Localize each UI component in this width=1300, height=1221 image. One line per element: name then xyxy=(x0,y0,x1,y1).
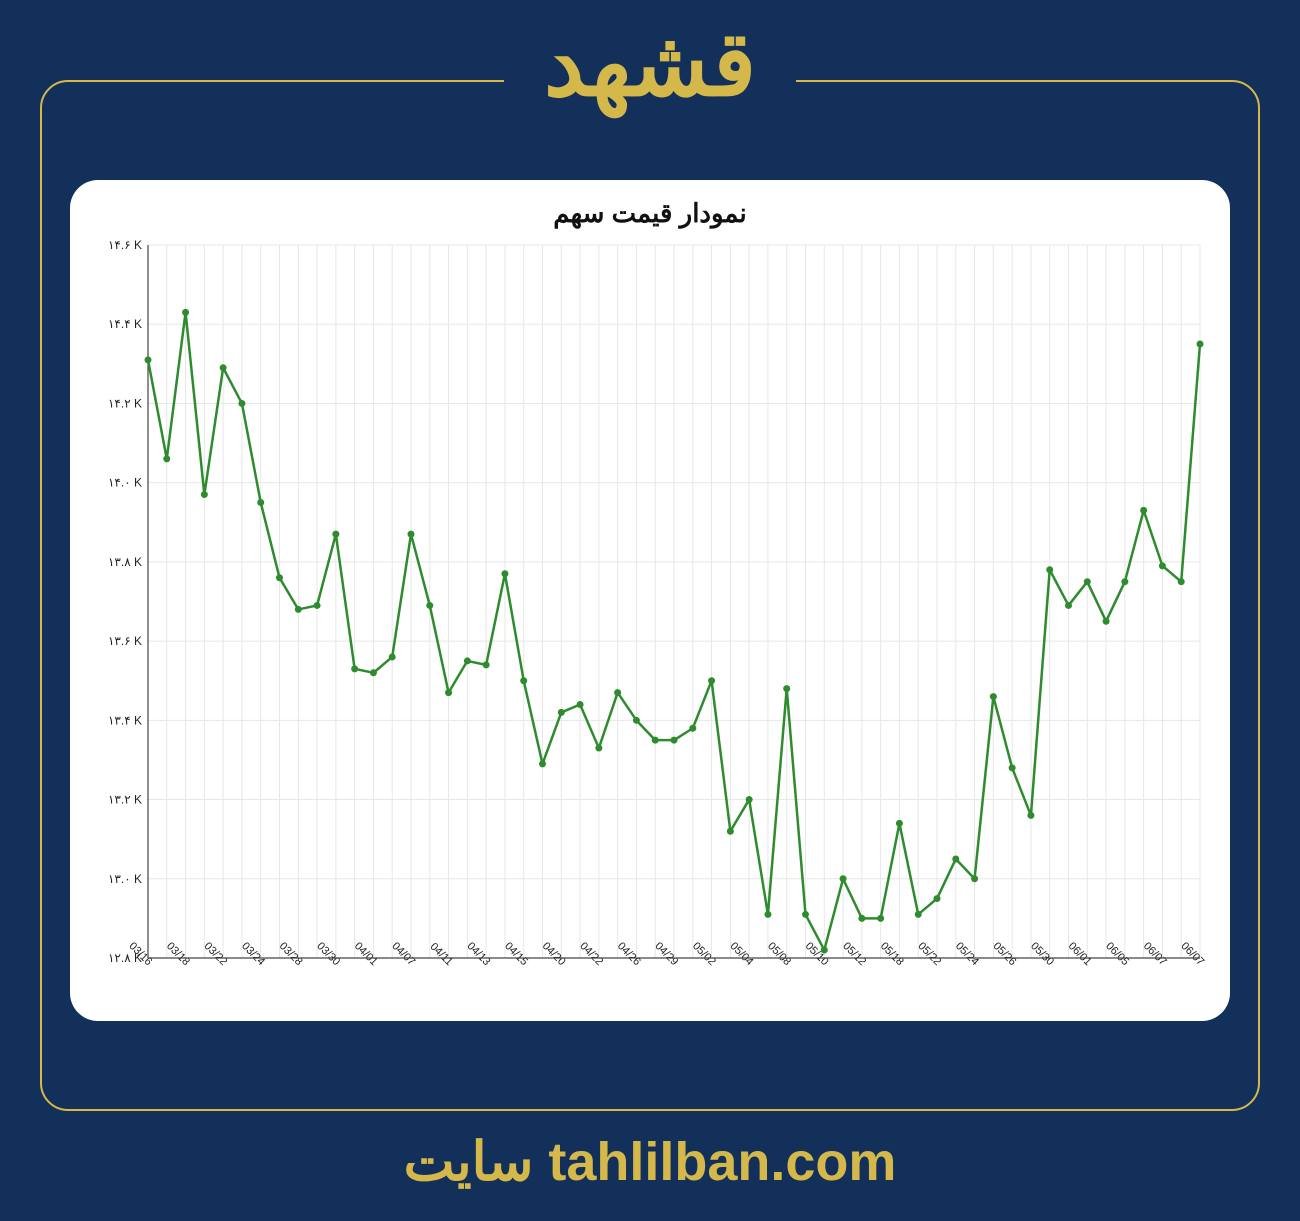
svg-text:۱۴.۲ K: ۱۴.۲ K xyxy=(108,396,142,410)
svg-text:05/02: 05/02 xyxy=(690,940,718,968)
svg-text:04/13: 04/13 xyxy=(465,940,493,968)
chart-title: نمودار قیمت سهم xyxy=(88,198,1212,229)
chart-panel: نمودار قیمت سهم ۱۲.۸ K۱۳.۰ K۱۳.۲ K۱۳.۴ K… xyxy=(70,180,1230,1021)
header: قشهد xyxy=(0,20,1300,110)
svg-text:03/22: 03/22 xyxy=(202,940,230,968)
svg-text:03/18: 03/18 xyxy=(164,940,192,968)
page-title: قشهد xyxy=(504,20,796,110)
svg-text:05/08: 05/08 xyxy=(765,940,793,968)
svg-text:04/20: 04/20 xyxy=(540,940,568,968)
svg-text:05/30: 05/30 xyxy=(1028,940,1056,968)
footer-text: سایت tahlilban.com xyxy=(0,1130,1300,1193)
svg-text:04/11: 04/11 xyxy=(428,941,455,968)
svg-text:۱۳.۴ K: ۱۳.۴ K xyxy=(108,713,142,727)
svg-text:05/04: 05/04 xyxy=(728,940,756,968)
svg-text:05/12: 05/12 xyxy=(840,940,868,968)
svg-text:06/05: 06/05 xyxy=(1103,940,1131,968)
svg-text:03/28: 03/28 xyxy=(277,940,305,968)
svg-text:۱۴.۰ K: ۱۴.۰ K xyxy=(108,476,142,490)
svg-text:06/07: 06/07 xyxy=(1178,940,1206,968)
svg-text:۱۳.۶ K: ۱۳.۶ K xyxy=(108,634,142,648)
svg-text:05/22: 05/22 xyxy=(915,940,943,968)
svg-text:03/24: 03/24 xyxy=(239,940,267,968)
svg-text:04/29: 04/29 xyxy=(652,940,680,968)
svg-text:05/24: 05/24 xyxy=(953,940,981,968)
svg-text:05/18: 05/18 xyxy=(878,940,906,968)
svg-text:04/15: 04/15 xyxy=(502,940,530,968)
svg-text:04/01: 04/01 xyxy=(352,940,380,968)
chart-plot: ۱۲.۸ K۱۳.۰ K۱۳.۲ K۱۳.۴ K۱۳.۶ K۱۳.۸ K۱۴.۰… xyxy=(88,235,1212,1008)
svg-text:04/26: 04/26 xyxy=(615,940,643,968)
svg-text:۱۴.۴ K: ۱۴.۴ K xyxy=(108,317,142,331)
svg-text:۱۳.۰ K: ۱۳.۰ K xyxy=(108,872,142,886)
svg-text:05/26: 05/26 xyxy=(991,940,1019,968)
svg-text:06/01: 06/01 xyxy=(1066,940,1094,968)
svg-text:06/07: 06/07 xyxy=(1141,940,1169,968)
svg-text:۱۴.۶ K: ۱۴.۶ K xyxy=(108,238,142,252)
svg-text:04/22: 04/22 xyxy=(577,940,605,968)
svg-text:۱۳.۲ K: ۱۳.۲ K xyxy=(108,793,142,807)
svg-text:03/30: 03/30 xyxy=(314,940,342,968)
chart-svg: ۱۲.۸ K۱۳.۰ K۱۳.۲ K۱۳.۴ K۱۳.۶ K۱۳.۸ K۱۴.۰… xyxy=(88,235,1212,1008)
svg-text:04/07: 04/07 xyxy=(389,940,417,968)
svg-text:۱۳.۸ K: ۱۳.۸ K xyxy=(108,555,142,569)
